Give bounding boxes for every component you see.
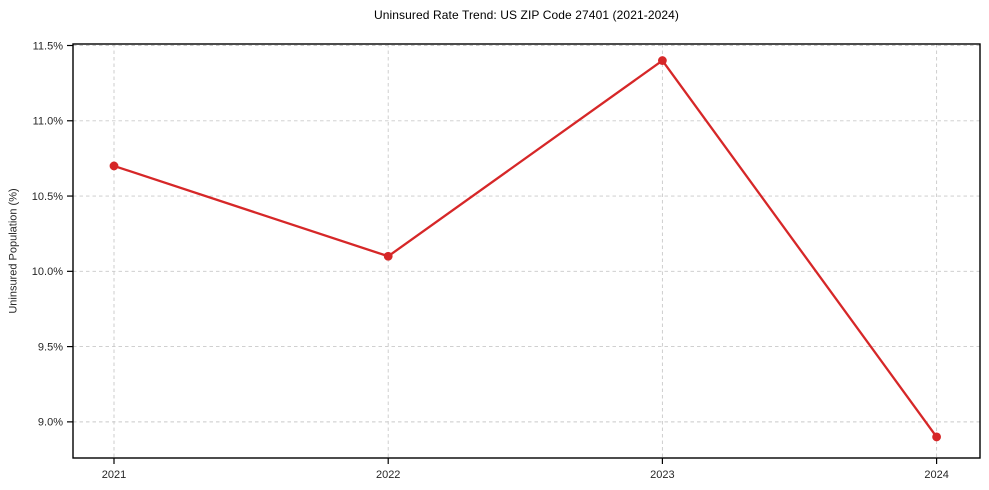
x-tick-label: 2023 [650,469,674,481]
trend-line [112,59,938,439]
y-tick-label: 11.5% [33,40,64,52]
plot-border [72,43,981,459]
y-tick-label: 9.5% [38,341,63,353]
data-point-marker [383,251,393,261]
y-tick-label: 10.0% [32,266,63,278]
y-tick-label: 9.0% [38,417,63,429]
y-tick-label: 11.0% [33,116,64,128]
x-tick-label: 2024 [924,469,948,481]
data-point-marker [932,432,941,442]
chart-title: Uninsured Rate Trend: US ZIP Code 27401 … [373,8,680,22]
data-point-marker [109,161,119,171]
x-tick-label: 2022 [376,469,400,481]
y-tick-label: 10.5% [32,191,63,203]
x-tick-label: 2021 [102,469,126,481]
data-point-marker [658,56,667,65]
